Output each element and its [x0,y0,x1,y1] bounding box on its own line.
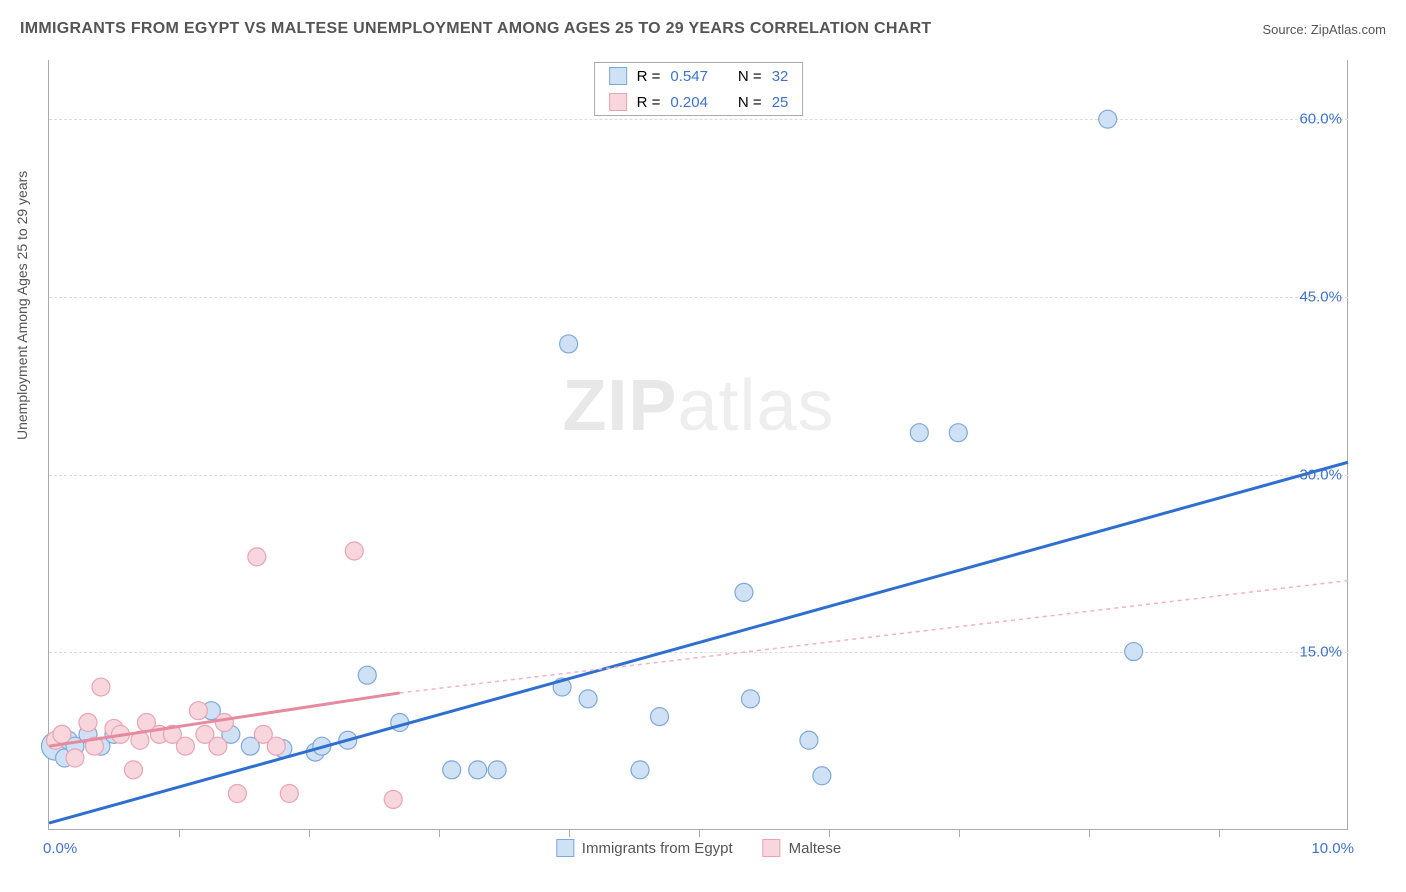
series-legend: Immigrants from Egypt Maltese [556,839,841,857]
data-point [358,666,376,684]
data-point [443,761,461,779]
source-label: Source: ZipAtlas.com [1262,22,1386,37]
x-tick [1219,829,1220,837]
scatter-plot-svg [49,60,1348,829]
legend-bottom-item: Maltese [763,839,842,857]
data-point [651,708,669,726]
legend-r-value: 0.547 [670,68,708,85]
legend-bottom-item: Immigrants from Egypt [556,839,733,857]
x-tick [179,829,180,837]
data-point [66,749,84,767]
legend-label: Immigrants from Egypt [582,840,733,857]
y-tick-label: 30.0% [1299,466,1342,483]
x-tick-max: 10.0% [1311,840,1354,857]
legend-r-label: R = [637,94,661,111]
legend-swatch [609,67,627,85]
data-point [267,737,285,755]
data-point [741,690,759,708]
legend-r-label: R = [637,68,661,85]
data-point [384,790,402,808]
x-tick [1089,829,1090,837]
legend-row: R = 0.547 N = 32 [595,63,803,89]
data-point [735,583,753,601]
data-point [345,542,363,560]
data-point [189,702,207,720]
data-point [1099,110,1117,128]
x-tick [309,829,310,837]
x-tick [699,829,700,837]
correlation-legend: R = 0.547 N = 32 R = 0.204 N = 25 [594,62,804,116]
data-point [1125,643,1143,661]
data-point [488,761,506,779]
data-point [579,690,597,708]
x-tick-min: 0.0% [43,840,77,857]
y-tick-label: 45.0% [1299,288,1342,305]
plot-area: ZIPatlas R = 0.547 N = 32 R = 0.204 N = … [48,60,1348,830]
data-point [248,548,266,566]
legend-r-value: 0.204 [670,94,708,111]
legend-n-label: N = [738,68,762,85]
data-point [53,725,71,743]
regression-line [49,462,1348,823]
data-point [469,761,487,779]
data-point [631,761,649,779]
data-point [79,714,97,732]
legend-n-value: 25 [772,94,789,111]
data-point [176,737,194,755]
data-point [800,731,818,749]
legend-n-label: N = [738,94,762,111]
data-point [560,335,578,353]
legend-label: Maltese [789,840,842,857]
chart-title: IMMIGRANTS FROM EGYPT VS MALTESE UNEMPLO… [20,20,932,38]
data-point [910,424,928,442]
data-point [228,785,246,803]
y-tick-label: 60.0% [1299,111,1342,128]
legend-swatch [609,93,627,111]
regression-line-dashed [400,581,1348,693]
x-tick [439,829,440,837]
data-point [209,737,227,755]
y-axis-label: Unemployment Among Ages 25 to 29 years [14,171,30,440]
x-tick [829,829,830,837]
legend-row: R = 0.204 N = 25 [595,89,803,115]
data-point [215,714,233,732]
data-point [813,767,831,785]
data-point [949,424,967,442]
x-tick [959,829,960,837]
legend-swatch [556,839,574,857]
y-tick-label: 15.0% [1299,644,1342,661]
legend-n-value: 32 [772,68,789,85]
legend-swatch [763,839,781,857]
data-point [280,785,298,803]
data-point [124,761,142,779]
x-tick [569,829,570,837]
data-point [92,678,110,696]
